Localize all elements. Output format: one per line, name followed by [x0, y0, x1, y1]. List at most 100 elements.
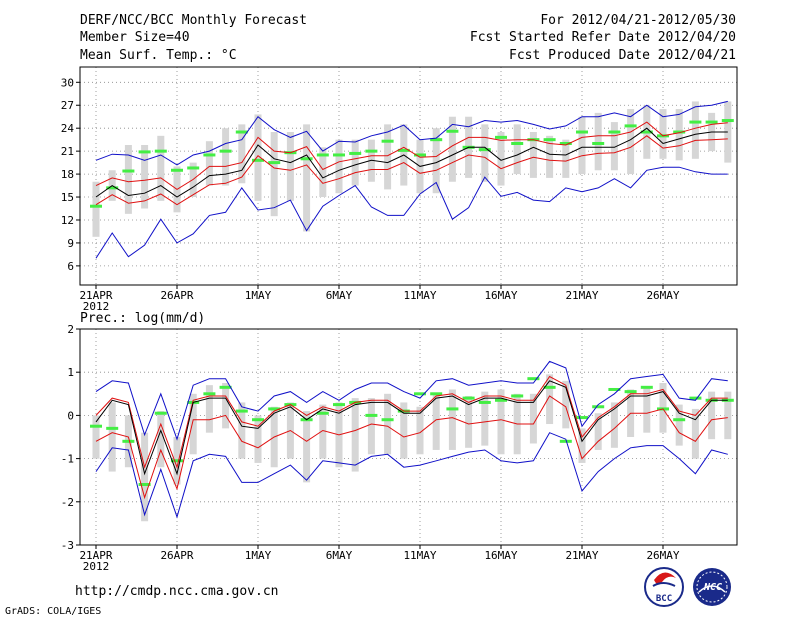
p0-range-box-4 — [141, 145, 149, 209]
p0-climatology-bar-35 — [640, 130, 653, 134]
p1-climatology-bar-23 — [446, 407, 459, 411]
p0-climatology-bar-4 — [138, 150, 151, 154]
p1-range-box-19 — [384, 393, 392, 455]
bcc-logo-swirl-icon — [654, 572, 676, 585]
ncc-logo: NCC — [693, 568, 731, 606]
p0-climatology-bar-22 — [430, 138, 443, 142]
ncc-logo-disc — [693, 568, 731, 606]
p1-range-box-31 — [578, 428, 586, 463]
p0-climatology-bar-16 — [333, 153, 345, 157]
p0-climatology-bar-27 — [511, 141, 524, 145]
p1-climatology-bar-37 — [673, 418, 686, 422]
p0-climatology-bar-3 — [122, 169, 135, 173]
footer-url[interactable]: http://cmdp.ncc.cma.gov.cn — [75, 584, 279, 599]
p0-climatology-bar-12 — [268, 161, 281, 165]
p0-range-box-38 — [691, 101, 699, 159]
p0-series-lower-line — [95, 135, 728, 206]
p0-range-box-28 — [529, 132, 537, 178]
p1-climatology-bar-5 — [154, 411, 167, 415]
p1-climatology-bar-35 — [640, 385, 653, 389]
p1-range-box-14 — [303, 411, 311, 483]
p1-range-box-9 — [222, 383, 230, 429]
p1-range-box-2 — [108, 402, 116, 472]
p0-xtick-label-3: 6MAY — [326, 289, 353, 302]
p0-xtick-label-6: 21MAY — [565, 289, 598, 302]
p0-range-box-12 — [270, 132, 278, 217]
p0-range-box-37 — [675, 109, 683, 161]
p0-xtick-label-4: 11MAY — [403, 289, 436, 302]
p0-series-max-line — [95, 100, 728, 166]
p1-climatology-bar-19 — [381, 418, 394, 422]
p0-climatology-bar-5 — [154, 149, 167, 153]
p0-climatology-bar-11 — [252, 158, 264, 162]
p1-ytick-label-4: 1 — [67, 366, 74, 379]
p1-climatology-bar-34 — [624, 390, 637, 394]
p1-climatology-bar-6 — [171, 459, 183, 463]
p0-climatology-bar-37 — [673, 130, 686, 134]
bcc-logo-ring — [644, 567, 684, 607]
p0-range-box-9 — [222, 128, 230, 186]
p1-climatology-bar-4 — [138, 483, 151, 487]
p1-xtick-label-1: 26APR — [160, 549, 193, 562]
p0-ytick-label-5: 21 — [61, 145, 74, 158]
p0-frame — [79, 66, 738, 286]
fcst-produced-date: Fcst Produced Date 2012/04/21 — [509, 48, 736, 63]
p1-climatology-bar-24 — [462, 396, 475, 400]
p0-xtick-label-7: 26MAY — [646, 289, 679, 302]
p0-range-box-23 — [448, 116, 456, 182]
p0-climatology-bar-21 — [414, 153, 426, 157]
p1-range-box-1 — [92, 415, 100, 459]
p1-climatology-bar-21 — [414, 392, 426, 396]
p0-range-box-19 — [384, 124, 392, 190]
p0-ytick-label-6: 24 — [61, 122, 75, 135]
fcst-started-date: Fcst Started Refer Date 2012/04/20 — [470, 30, 736, 45]
p0-range-box-33 — [610, 122, 618, 171]
p0-range-box-14 — [303, 124, 311, 232]
p1-xtick-label-2: 1MAY — [245, 549, 272, 562]
p1-range-box-5 — [157, 411, 165, 468]
p0-range-box-26 — [497, 132, 505, 186]
p0-climatology-bar-23 — [446, 129, 459, 133]
p1-climatology-bar-10 — [235, 409, 248, 413]
p0-ytick-label-3: 15 — [61, 191, 74, 204]
p0-range-box-22 — [432, 128, 440, 194]
p0-series-min-line — [95, 166, 728, 259]
p1-climatology-bar-33 — [608, 387, 621, 391]
p1-range-box-40 — [724, 391, 732, 440]
p0-range-box-32 — [594, 112, 602, 171]
p1-xtick-label-4: 11MAY — [403, 549, 436, 562]
p1-range-box-11 — [254, 415, 262, 463]
p1-climatology-bar-9 — [219, 385, 232, 389]
p1-climatology-bar-3 — [122, 439, 135, 443]
p1-xtick-label-7: 26MAY — [646, 549, 679, 562]
p0-climatology-bar-32 — [592, 141, 605, 145]
p0-range-box-16 — [335, 139, 343, 194]
p0-climatology-bar-20 — [397, 148, 410, 152]
p0-xtick-sublabel-0: 2012 — [83, 300, 110, 313]
p1-range-box-7 — [189, 393, 197, 455]
p1-climatology-bar-8 — [203, 392, 216, 396]
p0-range-box-11 — [254, 114, 262, 201]
p0-climatology-bar-33 — [608, 130, 621, 134]
p1-range-box-33 — [610, 402, 618, 448]
p0-xtick-label-1: 26APR — [160, 289, 193, 302]
p0-climatology-bar-7 — [187, 166, 200, 170]
p1-climatology-bar-15 — [316, 411, 329, 415]
p1-range-box-10 — [238, 402, 246, 459]
p0-series-mean-line — [95, 127, 728, 198]
p1-climatology-bar-22 — [430, 392, 443, 396]
p1-range-box-18 — [367, 398, 375, 455]
bcc-logo-wave-icon — [652, 582, 676, 587]
p0-xtick-label-0: 21APR — [79, 289, 112, 302]
p0-climatology-bar-18 — [365, 149, 378, 153]
p0-xtick-label-5: 16MAY — [484, 289, 517, 302]
p1-climatology-bar-38 — [689, 396, 702, 400]
p0-xtick-label-2: 1MAY — [245, 289, 272, 302]
p0-range-box-3 — [124, 145, 132, 214]
p1-range-box-38 — [691, 408, 699, 459]
p1-range-box-25 — [481, 391, 489, 446]
